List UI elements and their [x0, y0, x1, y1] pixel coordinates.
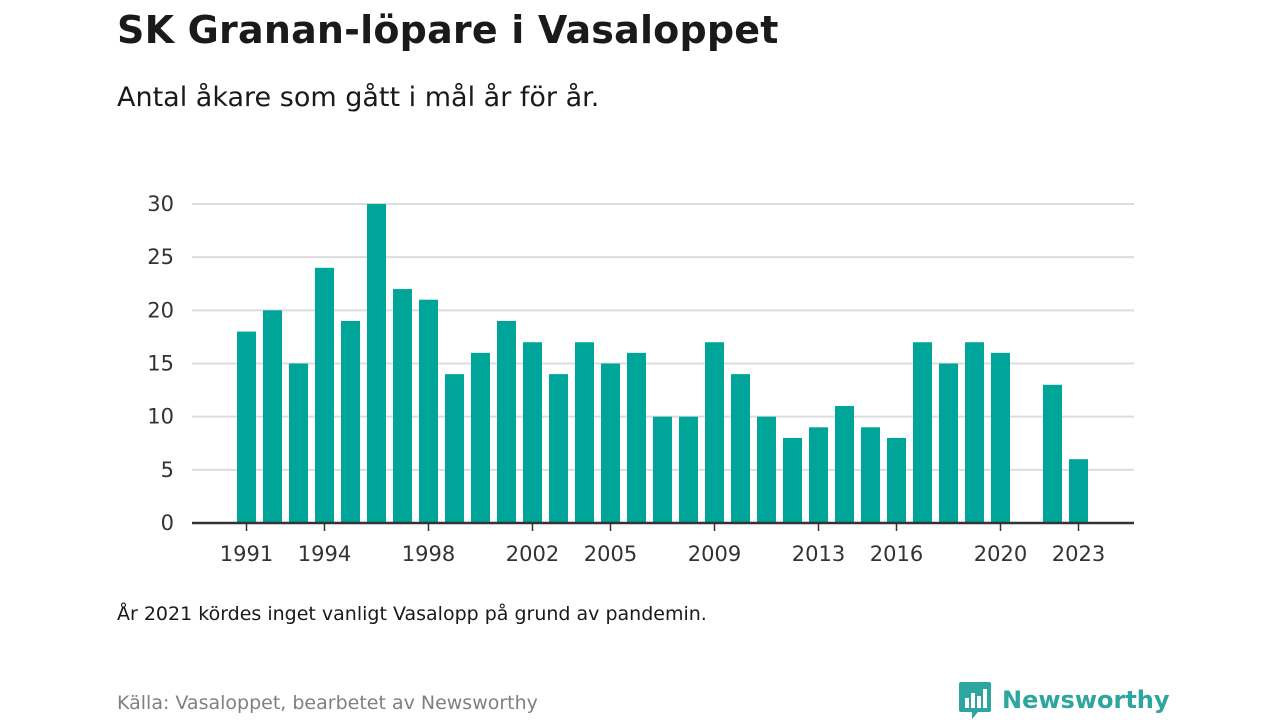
bar-2013 — [809, 427, 828, 523]
bar-2001 — [497, 320, 516, 523]
chart-note: År 2021 kördes inget vanligt Vasalopp på… — [117, 603, 707, 625]
bar-2015 — [861, 427, 880, 523]
y-tick-label: 5 — [161, 458, 174, 482]
bar-2014 — [835, 406, 854, 523]
y-tick-label: 0 — [161, 511, 174, 535]
x-tick-label: 2005 — [584, 542, 637, 566]
bar-1997 — [393, 289, 412, 523]
bar-1994 — [315, 267, 334, 523]
bar-2016 — [887, 437, 906, 523]
bar-1993 — [289, 363, 308, 523]
x-tick-label: 2023 — [1052, 542, 1105, 566]
bar-2018 — [939, 363, 958, 523]
bar-2007 — [653, 416, 672, 523]
bar-1991 — [237, 331, 256, 523]
x-tick-label: 1991 — [220, 542, 273, 566]
x-tick-label: 2002 — [506, 542, 559, 566]
chart-title: SK Granan-löpare i Vasaloppet — [117, 8, 779, 52]
bar-2023 — [1069, 459, 1088, 523]
bar-1995 — [341, 320, 360, 523]
bar-2022 — [1043, 384, 1062, 523]
bar-2011 — [757, 416, 776, 523]
bar-2019 — [965, 342, 984, 523]
bar-2002 — [523, 342, 542, 523]
bar-2000 — [471, 352, 490, 523]
x-tick-label: 2016 — [870, 542, 923, 566]
newsworthy-chart-bubble-icon — [959, 682, 991, 719]
bar-2020 — [991, 352, 1010, 523]
y-tick-label: 15 — [147, 352, 174, 376]
brand-logo: Newsworthy — [958, 680, 1170, 720]
y-tick-label: 10 — [147, 405, 174, 429]
bar-2010 — [731, 374, 750, 523]
x-tick-label: 2013 — [792, 542, 845, 566]
bar-1999 — [445, 374, 464, 523]
bar-1998 — [419, 299, 438, 523]
chart-subtitle: Antal åkare som gått i mål år för år. — [117, 82, 600, 113]
y-tick-label: 20 — [147, 298, 174, 322]
bar-2012 — [783, 437, 802, 523]
y-tick-label: 25 — [147, 245, 174, 269]
y-tick-label: 30 — [147, 192, 174, 216]
bar-2004 — [575, 342, 594, 523]
x-tick-label: 1998 — [402, 542, 455, 566]
bar-2006 — [627, 352, 646, 523]
bar-2008 — [679, 416, 698, 523]
bar-2017 — [913, 342, 932, 523]
bar-2003 — [549, 374, 568, 523]
brand-name: Newsworthy — [1002, 686, 1170, 714]
bar-chart: 0 5 10 15 20 25 30 1991 1994 1998 2002 2005 2009 2013… — [147, 192, 1134, 566]
x-tick-label: 2020 — [974, 542, 1027, 566]
bar-1992 — [263, 310, 282, 523]
bar-2009 — [705, 342, 724, 523]
source-text: Källa: Vasaloppet, bearbetet av Newswort… — [117, 692, 538, 714]
bar-1996 — [367, 204, 386, 523]
x-tick-label: 1994 — [298, 542, 351, 566]
x-tick-label: 2009 — [688, 542, 741, 566]
bar-2005 — [601, 363, 620, 523]
